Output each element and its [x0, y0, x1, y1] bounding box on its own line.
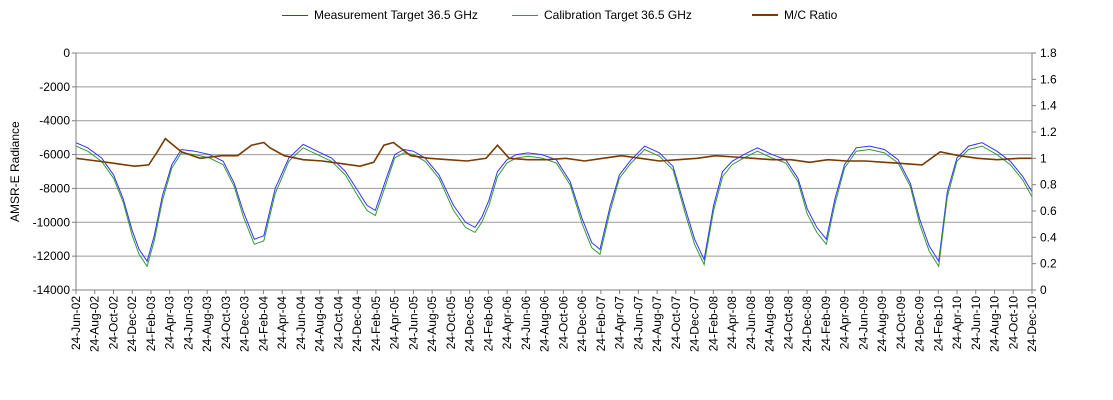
legend: Measurement Target 36.5 GHz Calibration …: [0, 8, 1113, 28]
x-tick-label: 24-Apr-09: [838, 296, 852, 350]
x-tick-label: 24-Feb-09: [819, 296, 833, 352]
x-tick-label: 24-Feb-06: [481, 296, 495, 352]
x-tick-label: 24-Feb-07: [594, 296, 608, 352]
x-tick-label: 24-Aug-02: [88, 296, 102, 352]
x-tick-label: 24-Apr-05: [388, 296, 402, 350]
x-tick-label: 24-Dec-08: [800, 296, 814, 352]
x-tick-label: 24-Feb-10: [931, 296, 945, 352]
x-tick-label: 24-Apr-04: [275, 296, 289, 350]
series-measurement-line: [76, 142, 1032, 263]
x-tick-label: 24-Apr-07: [613, 296, 627, 350]
x-tick-label: 24-Jun-03: [181, 296, 195, 350]
x-tick-label: 24-Feb-03: [144, 296, 158, 352]
legend-swatch-measurement: [282, 14, 308, 16]
x-tick-label: 24-Dec-10: [1025, 296, 1039, 352]
x-tick-label: 24-Jun-05: [406, 296, 420, 350]
y2-tick-label: 1: [1040, 151, 1047, 165]
x-tick-label: 24-Feb-04: [256, 296, 270, 352]
y2-tick-label: 1.8: [1040, 46, 1057, 60]
x-tick-label: 24-Aug-06: [538, 296, 552, 352]
x-tick-label: 24-Oct-05: [444, 296, 458, 350]
x-tick-label: 24-Aug-07: [650, 296, 664, 352]
x-tick-label: 24-Dec-07: [688, 296, 702, 352]
x-tick-label: 24-Oct-04: [331, 296, 345, 350]
right-y-ticks: 0 0.2 0.4 0.6 0.8 1 1.2 1.4 1.6 1.8: [1032, 46, 1057, 297]
legend-item-calibration: Calibration Target 36.5 GHz: [512, 8, 692, 22]
x-tick-label: 24-Aug-08: [763, 296, 777, 352]
x-tick-label: 24-Aug-10: [988, 296, 1002, 352]
y2-tick-label: 1.6: [1040, 72, 1057, 86]
series-layer: [76, 137, 1032, 268]
legend-label-calibration: Calibration Target 36.5 GHz: [544, 8, 692, 22]
x-tick-label: 24-Jun-09: [856, 296, 870, 350]
x-tick-label: 24-Aug-05: [425, 296, 439, 352]
legend-swatch-ratio: [752, 14, 778, 16]
x-tick-label: 24-Feb-05: [369, 296, 383, 352]
x-tick-label: 24-Jun-04: [294, 296, 308, 350]
y-tick-label: -6000: [39, 148, 70, 162]
x-tick-label: 24-Apr-08: [725, 296, 739, 350]
y-tick-label: -2000: [39, 80, 70, 94]
x-tick-label: 24-Aug-03: [200, 296, 214, 352]
left-y-ticks: 0 -2000 -4000 -6000 -8000 -10000 -12000 -14000: [33, 46, 76, 297]
y2-tick-label: 0.4: [1040, 230, 1057, 244]
x-tick-label: 24-Feb-08: [706, 296, 720, 352]
y2-tick-label: 0: [1040, 283, 1047, 297]
y-axis-title: AMSR-E Radiance: [8, 121, 22, 222]
x-tick-label: 24-Apr-03: [163, 296, 177, 350]
x-tick-label: 24-Jun-10: [969, 296, 983, 350]
y2-tick-label: 0.8: [1040, 178, 1057, 192]
y-tick-label: -14000: [33, 283, 71, 297]
x-tick-label: 24-Aug-09: [875, 296, 889, 352]
x-tick-label: 24-Aug-04: [313, 296, 327, 352]
x-tick-label: 24-Apr-10: [950, 296, 964, 350]
legend-label-ratio: M/C Ratio: [784, 8, 838, 22]
x-tick-label: 24-Jun-08: [744, 296, 758, 350]
x-ticks: 24-Jun-02 24-Aug-02 24-Oct-02 24-Dec-02 24-F…: [69, 290, 1039, 352]
series-group: [76, 137, 1032, 268]
x-tick-label: 24-Oct-09: [894, 296, 908, 350]
x-tick-label: 24-Oct-03: [219, 296, 233, 350]
gridlines: [76, 52, 1032, 291]
y-tick-label: -4000: [39, 114, 70, 128]
x-tick-label: 24-Oct-02: [106, 296, 120, 350]
x-tick-label: 24-Dec-03: [238, 296, 252, 352]
x-tick-label: 24-Dec-02: [125, 296, 139, 352]
y2-tick-label: 1.4: [1040, 99, 1057, 113]
x-tick-label: 24-Jun-07: [631, 296, 645, 350]
y-tick-label: -10000: [33, 215, 71, 229]
x-tick-label: 24-Jun-02: [69, 296, 83, 350]
x-tick-label: 24-Jun-06: [519, 296, 533, 350]
x-tick-label: 24-Oct-10: [1006, 296, 1020, 350]
y-tick-label: 0: [63, 46, 70, 60]
x-tick-label: 24-Dec-09: [913, 296, 927, 352]
legend-item-measurement: Measurement Target 36.5 GHz: [282, 8, 478, 22]
y2-tick-label: 1.2: [1040, 125, 1057, 139]
x-tick-label: 24-Dec-06: [575, 296, 589, 352]
x-tick-label: 24-Dec-05: [463, 296, 477, 352]
x-tick-label: 24-Dec-04: [350, 296, 364, 352]
x-tick-label: 24-Oct-07: [669, 296, 683, 350]
series-ratio-line: [76, 137, 1032, 168]
y2-tick-label: 0.2: [1040, 257, 1057, 271]
legend-item-ratio: M/C Ratio: [752, 8, 837, 22]
series-calibration-line: [76, 145, 1032, 268]
y-tick-label: -8000: [39, 181, 70, 195]
y2-tick-label: 0.6: [1040, 204, 1057, 218]
legend-label-measurement: Measurement Target 36.5 GHz: [314, 8, 478, 22]
legend-swatch-calibration: [512, 14, 538, 16]
axes: [75, 53, 1033, 291]
x-tick-label: 24-Oct-06: [556, 296, 570, 350]
x-tick-label: 24-Apr-06: [500, 296, 514, 350]
y-tick-label: -12000: [33, 249, 71, 263]
x-tick-label: 24-Oct-08: [781, 296, 795, 350]
